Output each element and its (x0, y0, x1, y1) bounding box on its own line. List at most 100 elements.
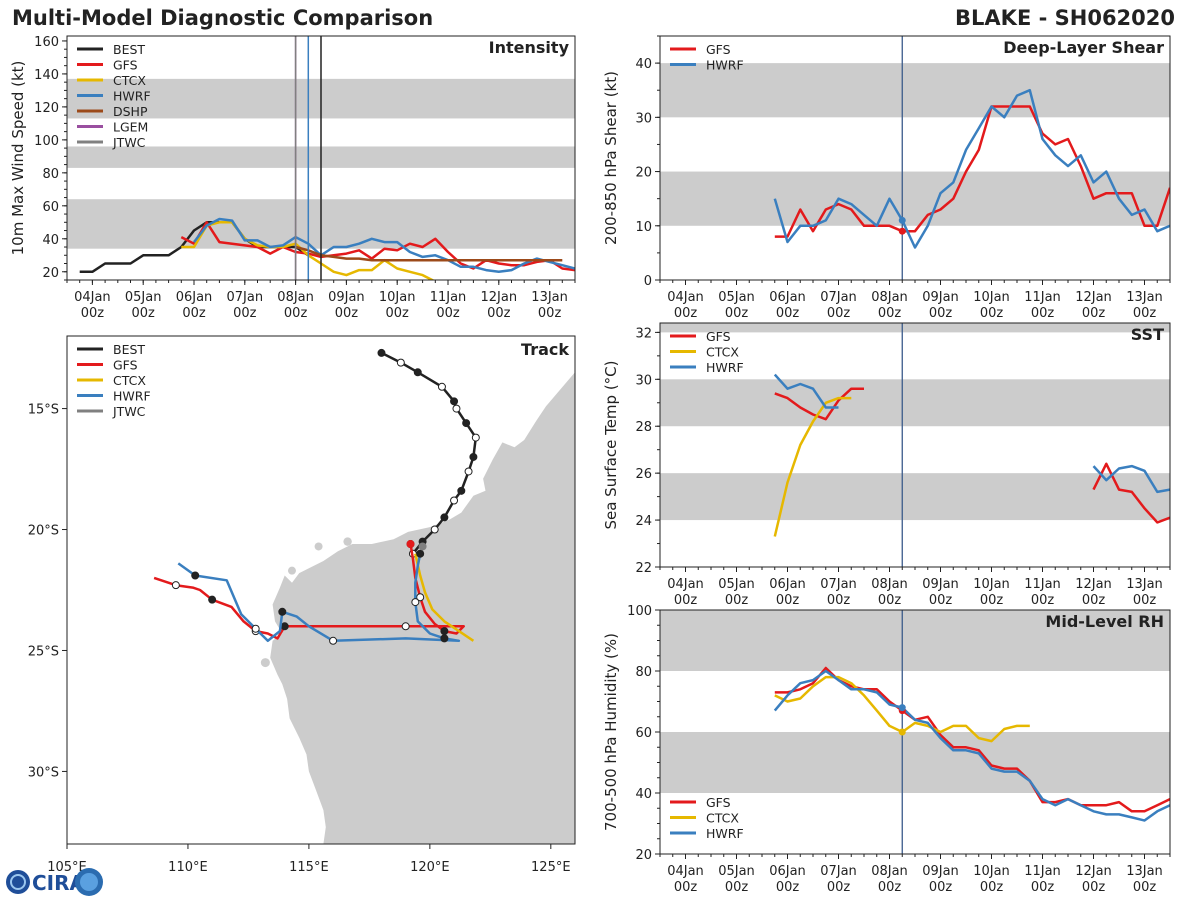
series-line-hwrf (773, 88, 1170, 249)
x-tick-hour: 00z (674, 306, 698, 321)
y-tick-label: 30 (635, 373, 652, 388)
y-tick-label: 40 (635, 57, 652, 72)
x-tick-day: 04Jan (667, 577, 704, 592)
x-tick-hour: 00z (776, 880, 800, 895)
x-tick-day: 12Jan (1075, 864, 1112, 879)
map-frame (66, 335, 576, 845)
current-point-ctcx (898, 728, 906, 736)
x-tick-day: 09Jan (328, 290, 365, 305)
x-tick-hour: 00z (1082, 306, 1106, 321)
current-point-hwrf (898, 704, 906, 712)
x-tick-hour: 00z (878, 593, 902, 608)
series-line-hwrf (773, 373, 839, 409)
legend-label-jtwc: JTWC (112, 404, 146, 419)
track-point-hwrf (411, 598, 420, 607)
intensity-panel: 2040608010012014016004Jan00z05Jan00z06Ja… (9, 35, 576, 321)
x-tick-day: 09Jan (922, 290, 959, 305)
y-tick-label: 20 (635, 848, 652, 863)
x-tick-day: 06Jan (769, 577, 806, 592)
y-tick-label: 10 (635, 220, 652, 235)
x-tick-hour: 00z (1082, 880, 1106, 895)
island (314, 542, 323, 551)
x-tick-hour: 00z (827, 593, 851, 608)
x-tick-day: 13Jan (1126, 290, 1163, 305)
track-point-best (430, 525, 439, 534)
track-point-best (437, 382, 446, 391)
y-tick-label: 28 (635, 420, 652, 435)
lat-tick-label: 15°S (28, 403, 59, 418)
track-point-best (471, 433, 480, 442)
shaded-band (660, 473, 1170, 521)
y-axis-label: 200-850 hPa Shear (kt) (602, 71, 620, 245)
track-panel: 105°E 110°E 115°E 120°E 125°E 15°S 20°S 25°S 30°… (28, 335, 576, 875)
x-tick-day: 05Jan (718, 290, 755, 305)
x-tick-hour: 00z (725, 593, 749, 608)
x-tick-day: 09Jan (922, 577, 959, 592)
x-tick-hour: 00z (1082, 593, 1106, 608)
track-point-best (457, 486, 466, 495)
x-tick-day: 11Jan (1024, 290, 1061, 305)
x-tick-day: 10Jan (973, 577, 1010, 592)
x-tick-hour: 00z (929, 880, 953, 895)
shear-panel: 01020304004Jan00z05Jan00z06Jan00z07Jan00… (602, 35, 1171, 321)
legend-label-hwrf: HWRF (706, 58, 744, 73)
series-line-gfs (774, 387, 864, 421)
legend-label-gfs: GFS (706, 329, 731, 344)
shaded-band (660, 379, 1170, 427)
x-tick-day: 08Jan (277, 290, 314, 305)
lat-tick-label: 30°S (28, 765, 59, 780)
x-tick-day: 04Jan (667, 290, 704, 305)
track-point-best (464, 467, 473, 476)
track-point-best (413, 368, 422, 377)
track-start-gfs (406, 540, 415, 549)
x-tick-hour: 00z (386, 306, 410, 321)
track-point-best (452, 404, 461, 413)
legend-label-jtwc: JTWC (112, 135, 146, 150)
plot-frame (659, 609, 1171, 855)
x-tick-hour: 00z (1133, 880, 1157, 895)
y-axis-label: 10m Max Wind Speed (kt) (9, 61, 27, 256)
x-tick-hour: 00z (929, 306, 953, 321)
x-tick-hour: 00z (878, 306, 902, 321)
x-tick-day: 12Jan (1075, 577, 1112, 592)
lon-tick-label: 110°E (168, 860, 208, 875)
track-point-hwrf (278, 607, 287, 616)
x-tick-day: 10Jan (973, 864, 1010, 879)
panel-title: Deep-Layer Shear (1003, 38, 1164, 57)
x-tick-hour: 00z (1031, 880, 1055, 895)
track-point-hwrf (191, 571, 200, 580)
island (287, 566, 296, 575)
lat-tick-label: 25°S (28, 644, 59, 659)
y-tick-label: 100 (34, 134, 59, 149)
legend-label-gfs: GFS (706, 795, 731, 810)
x-tick-hour: 00z (1133, 593, 1157, 608)
x-tick-hour: 00z (827, 880, 851, 895)
legend-label-gfs: GFS (706, 42, 731, 57)
x-tick-day: 12Jan (481, 290, 518, 305)
x-tick-hour: 00z (725, 306, 749, 321)
island (343, 537, 352, 546)
track-point-best (469, 452, 478, 461)
track-point-gfs (416, 593, 425, 602)
track-point-best (396, 358, 405, 367)
y-tick-label: 60 (42, 200, 59, 215)
y-tick-label: 22 (635, 561, 652, 576)
plot-frame (66, 35, 576, 281)
legend-label-ctcx: CTCX (113, 373, 146, 388)
panel-title: Track (521, 340, 569, 359)
track-point-best (450, 397, 459, 406)
shaded-band (660, 610, 1170, 671)
legend-label-best: BEST (113, 342, 145, 357)
figure-title: Multi-Model Diagnostic Comparison (12, 6, 433, 30)
x-tick-day: 08Jan (871, 290, 908, 305)
track-point-gfs (440, 627, 449, 636)
legend-label-ctcx: CTCX (706, 345, 739, 360)
track-point-hwrf (251, 624, 260, 633)
cira-logo: CIRA (6, 868, 103, 896)
track-point-best (377, 348, 386, 357)
y-tick-label: 40 (635, 787, 652, 802)
y-tick-label: 40 (42, 233, 59, 248)
current-point-gfs (898, 227, 906, 235)
x-tick-day: 05Jan (125, 290, 162, 305)
